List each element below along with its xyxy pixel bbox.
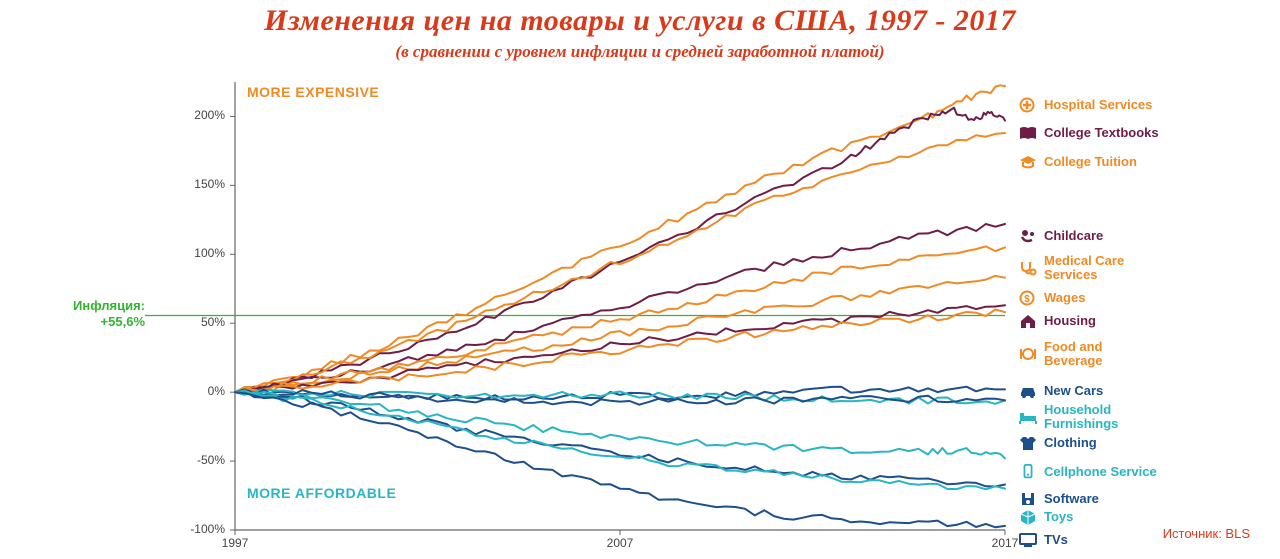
legend-label: College Tuition (1044, 155, 1137, 169)
legend-label: Housing (1044, 314, 1096, 328)
legend-label: Medical CareServices (1044, 254, 1124, 281)
y-tick-label: 0% (175, 384, 225, 398)
plus-icon (1018, 97, 1038, 113)
legend-item: Food andBeverage (1018, 340, 1103, 367)
x-tick-label: 1997 (215, 536, 255, 550)
more-expensive-annotation: MORE EXPENSIVE (247, 84, 379, 100)
book-icon (1018, 125, 1038, 141)
legend-item: New Cars (1018, 383, 1103, 399)
legend-item: Childcare (1018, 228, 1103, 244)
legend-label: TVs (1044, 533, 1068, 547)
svg-text:$: $ (1024, 294, 1030, 305)
legend-label: Clothing (1044, 436, 1097, 450)
dollar-icon: $ (1018, 290, 1038, 306)
legend-item: Software (1018, 491, 1099, 507)
legend-label: College Textbooks (1044, 126, 1159, 140)
legend-item: College Textbooks (1018, 125, 1159, 141)
legend-label: Childcare (1044, 229, 1103, 243)
y-tick-label: 150% (175, 177, 225, 191)
legend-label: Toys (1044, 510, 1073, 524)
phone-icon (1018, 464, 1038, 480)
legend-item: Cellphone Service (1018, 464, 1157, 480)
y-tick-label: -100% (175, 522, 225, 536)
legend-item: Clothing (1018, 435, 1097, 451)
plate-icon (1018, 346, 1038, 362)
y-tick-label: 200% (175, 108, 225, 122)
legend-label: Software (1044, 492, 1099, 506)
legend-item: $ Wages (1018, 290, 1085, 306)
legend-label: Cellphone Service (1044, 465, 1157, 479)
y-tick-label: 50% (175, 315, 225, 329)
tv-icon (1018, 532, 1038, 548)
legend-item: TVs (1018, 532, 1068, 548)
source-label: Источник: BLS (1163, 526, 1250, 541)
legend-label: HouseholdFurnishings (1044, 403, 1118, 430)
inflation-label: Инфляция: (73, 298, 145, 313)
legend-label: Hospital Services (1044, 98, 1152, 112)
legend-item: College Tuition (1018, 154, 1137, 170)
cube-icon (1018, 509, 1038, 525)
car-icon (1018, 383, 1038, 399)
house-icon (1018, 313, 1038, 329)
inflation-annotation: Инфляция: +55,6% (65, 298, 145, 331)
y-tick-label: 100% (175, 246, 225, 260)
baby-icon (1018, 228, 1038, 244)
legend-item: HouseholdFurnishings (1018, 403, 1118, 430)
more-affordable-annotation: MORE AFFORDABLE (247, 485, 396, 501)
legend-item: Hospital Services (1018, 97, 1152, 113)
legend-item: Housing (1018, 313, 1096, 329)
legend-label: New Cars (1044, 384, 1103, 398)
shirt-icon (1018, 435, 1038, 451)
legend-label: Food andBeverage (1044, 340, 1103, 367)
legend-item: Medical CareServices (1018, 254, 1124, 281)
steth-icon (1018, 260, 1038, 276)
grad-icon (1018, 154, 1038, 170)
inflation-value: +55,6% (101, 314, 145, 329)
legend-item: Toys (1018, 509, 1073, 525)
bed-icon (1018, 409, 1038, 425)
x-tick-label: 2007 (600, 536, 640, 550)
legend-label: Wages (1044, 291, 1085, 305)
disk-icon (1018, 491, 1038, 507)
y-tick-label: -50% (175, 453, 225, 467)
